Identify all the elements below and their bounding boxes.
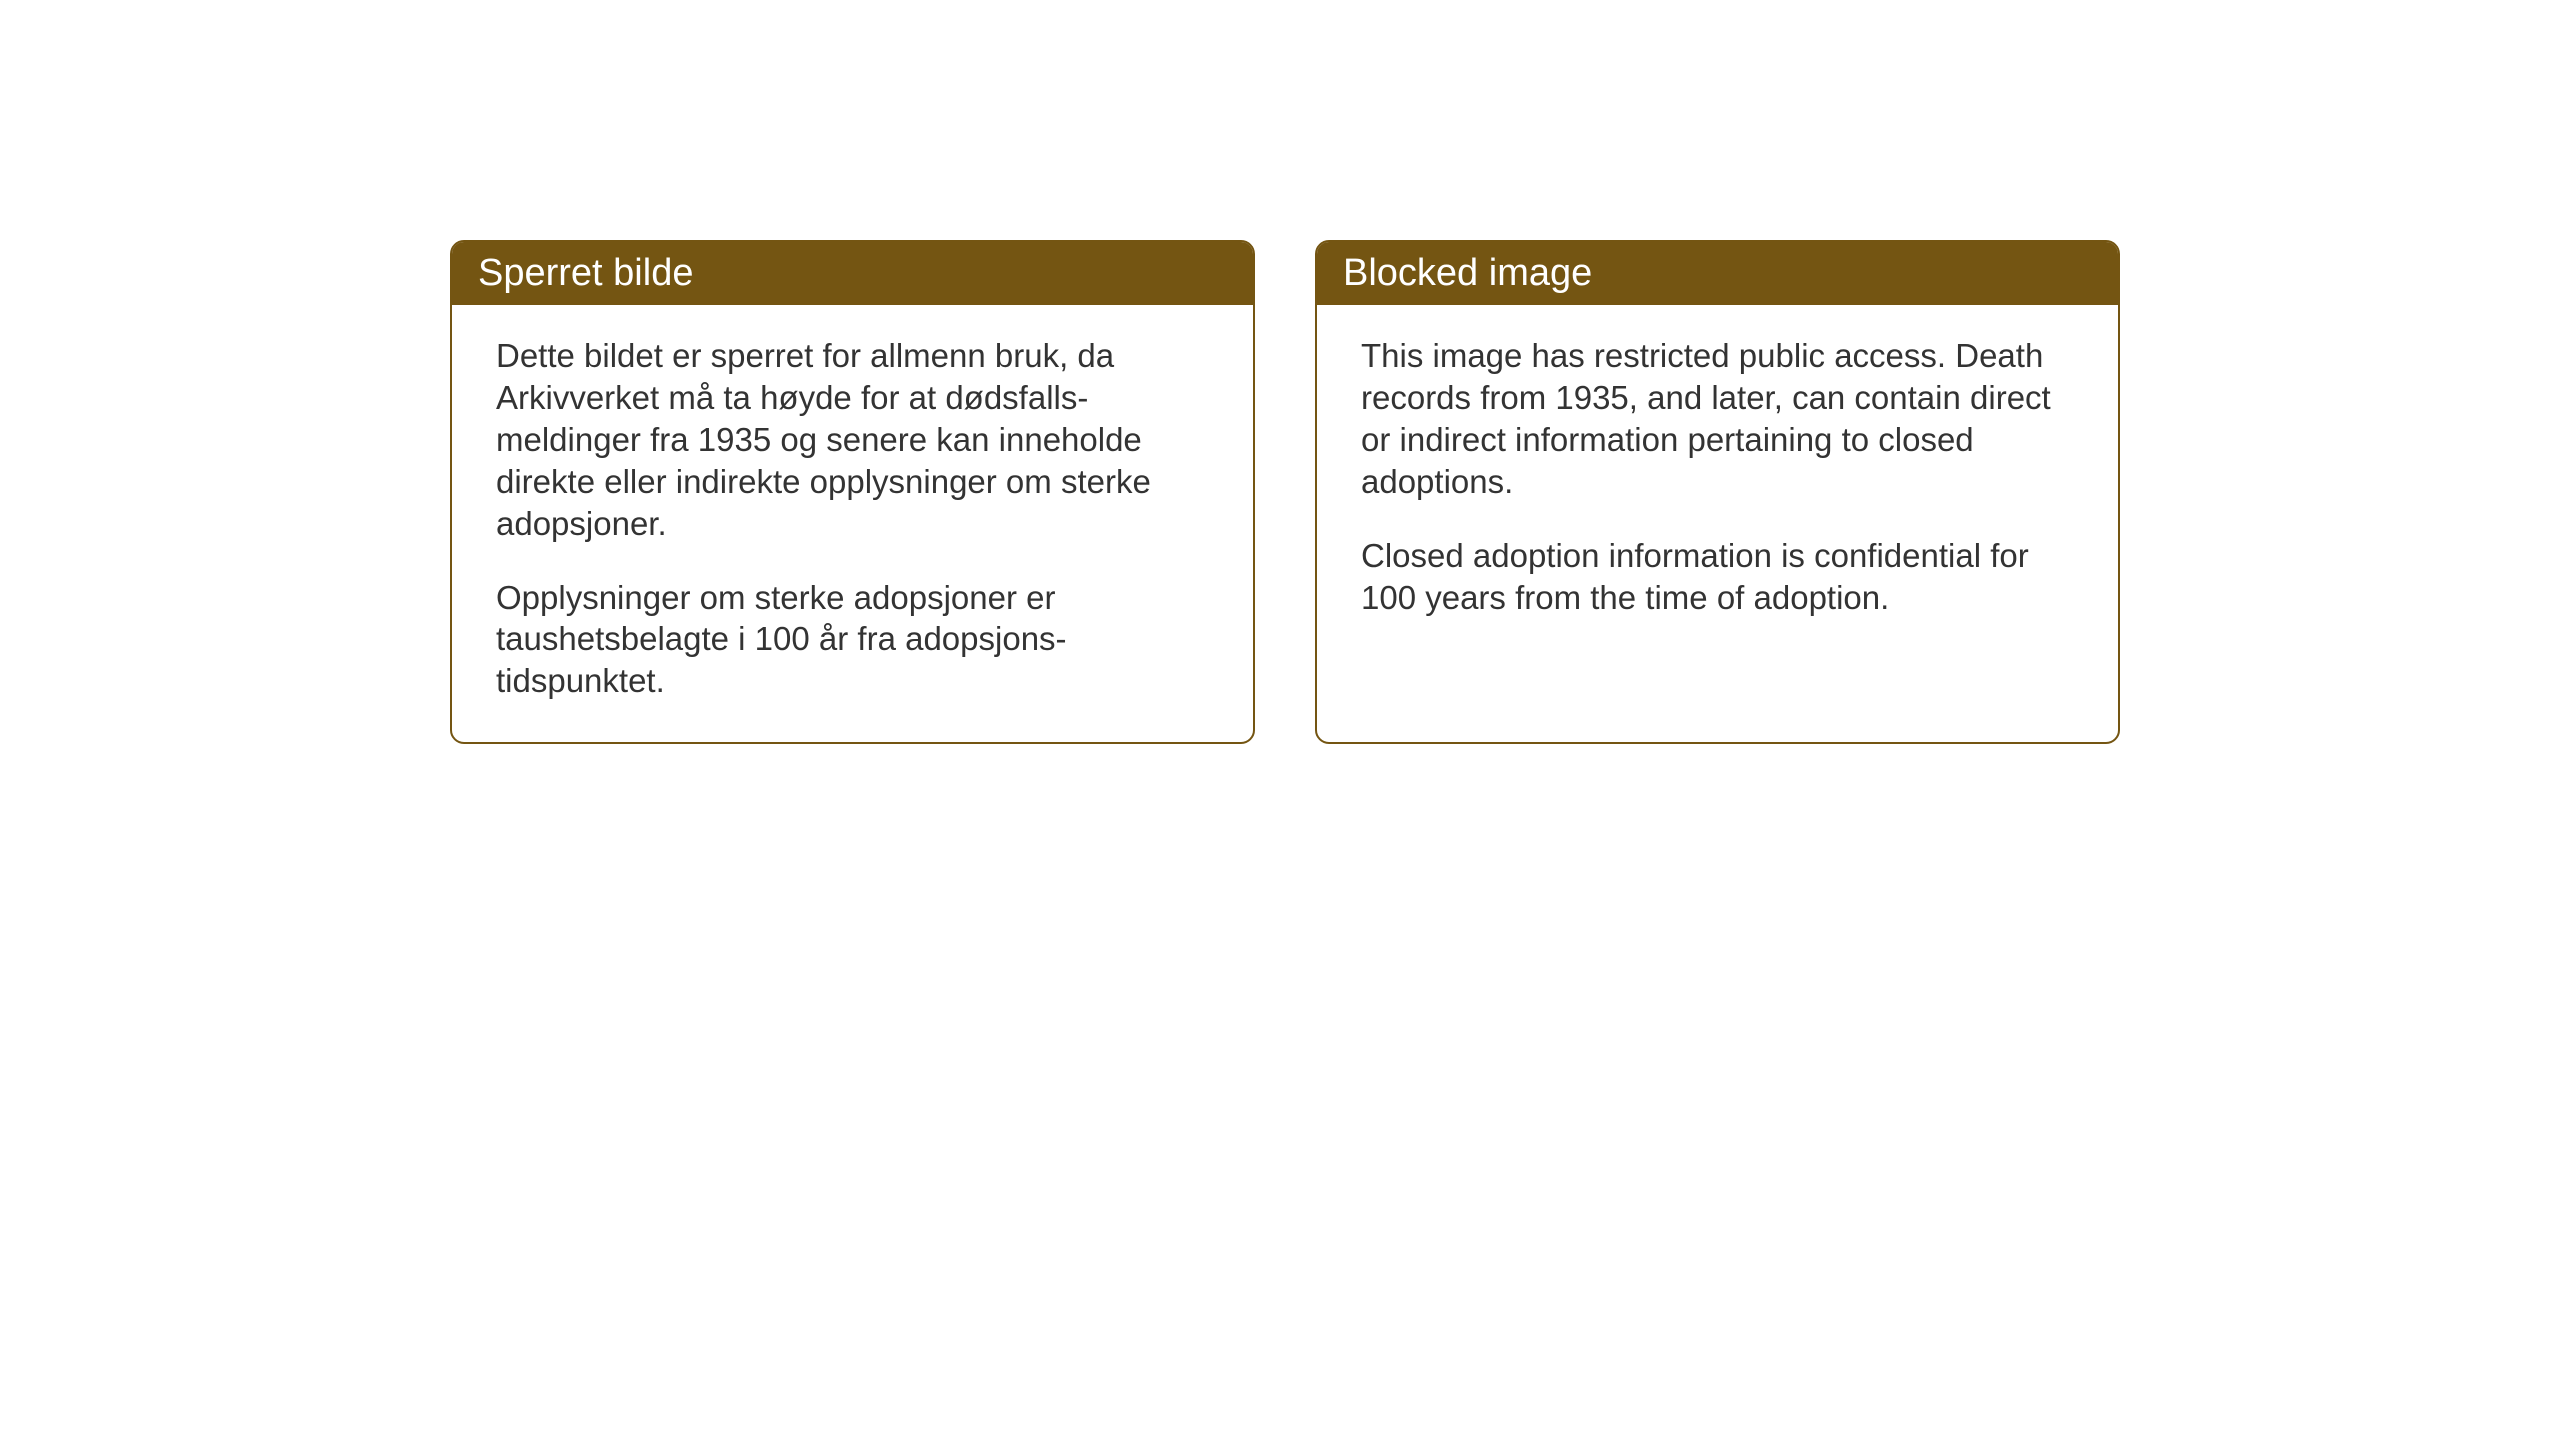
english-card-title: Blocked image <box>1343 252 1592 294</box>
norwegian-card-header: Sperret bilde <box>452 242 1253 305</box>
cards-container: Sperret bilde Dette bildet er sperret fo… <box>0 0 2560 744</box>
english-card-body: This image has restricted public access.… <box>1317 305 2118 658</box>
norwegian-card-title: Sperret bilde <box>478 252 693 294</box>
english-card: Blocked image This image has restricted … <box>1315 240 2120 744</box>
norwegian-card-body: Dette bildet er sperret for allmenn bruk… <box>452 305 1253 742</box>
english-paragraph-2: Closed adoption information is confident… <box>1361 535 2074 619</box>
norwegian-paragraph-2: Opplysninger om sterke adopsjoner er tau… <box>496 577 1209 703</box>
english-card-header: Blocked image <box>1317 242 2118 305</box>
english-paragraph-1: This image has restricted public access.… <box>1361 335 2074 503</box>
norwegian-card: Sperret bilde Dette bildet er sperret fo… <box>450 240 1255 744</box>
norwegian-paragraph-1: Dette bildet er sperret for allmenn bruk… <box>496 335 1209 545</box>
